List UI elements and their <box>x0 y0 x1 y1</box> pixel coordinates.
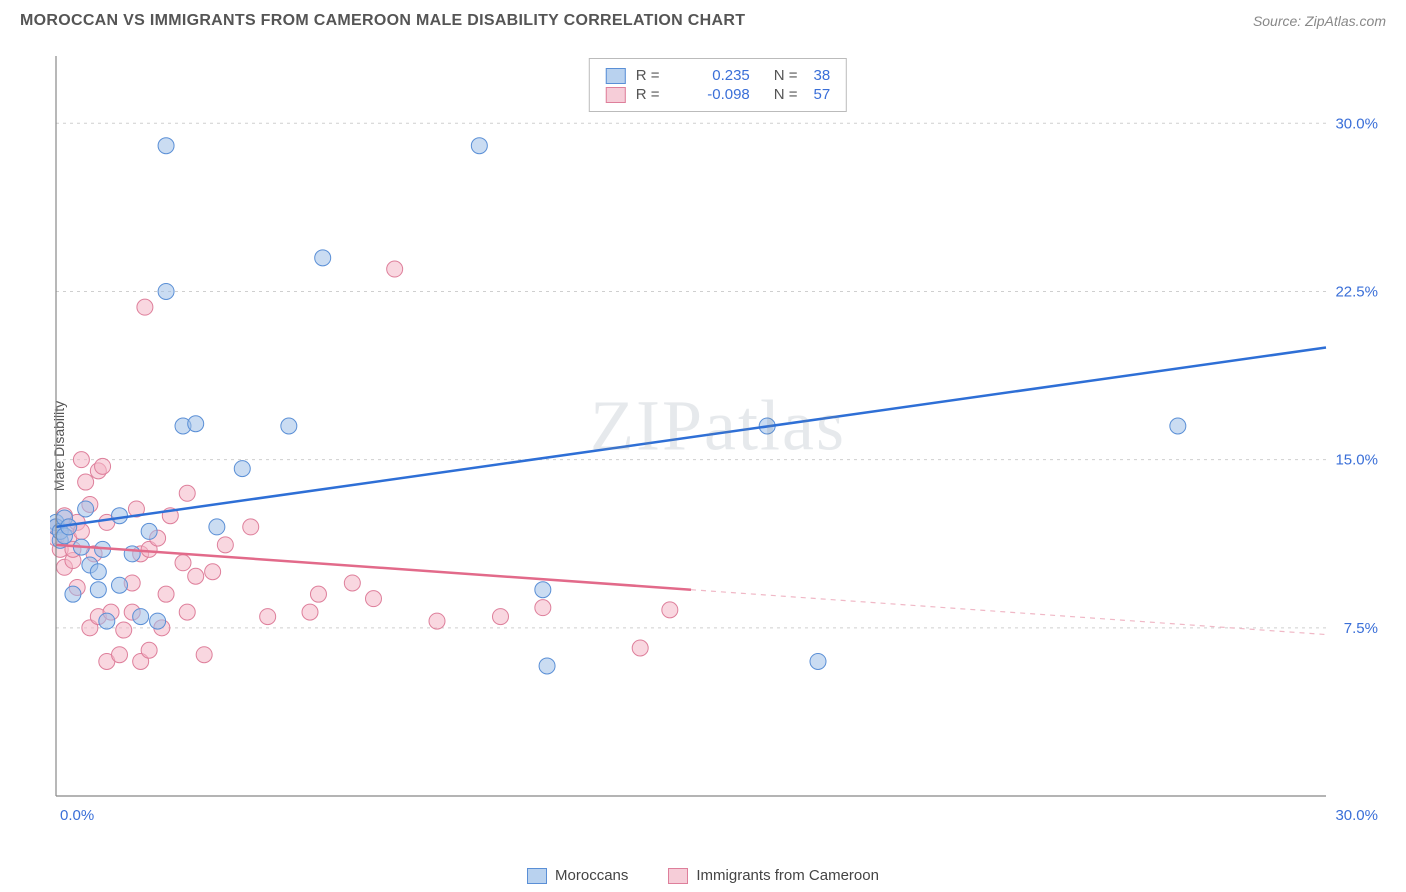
data-point-blue <box>315 250 331 266</box>
data-point-blue <box>78 501 94 517</box>
series-legend: Moroccans Immigrants from Cameroon <box>0 867 1406 884</box>
data-point-blue <box>188 416 204 432</box>
n-label: N = <box>774 67 798 84</box>
data-point-pink <box>188 568 204 584</box>
data-point-pink <box>137 299 153 315</box>
data-point-blue <box>158 283 174 299</box>
n-value-blue: 38 <box>814 67 831 84</box>
data-point-pink <box>179 485 195 501</box>
data-point-pink <box>366 591 382 607</box>
data-point-pink <box>95 458 111 474</box>
data-point-pink <box>116 622 132 638</box>
legend-label-pink: Immigrants from Cameroon <box>696 867 879 884</box>
data-point-blue <box>281 418 297 434</box>
data-point-pink <box>158 586 174 602</box>
data-point-blue <box>133 609 149 625</box>
r-value-pink: -0.098 <box>680 86 750 103</box>
data-point-blue <box>535 582 551 598</box>
data-point-pink <box>344 575 360 591</box>
r-value-blue: 0.235 <box>680 67 750 84</box>
y-tick-label: 15.0% <box>1335 452 1378 469</box>
data-point-blue <box>90 582 106 598</box>
header-row: MOROCCAN VS IMMIGRANTS FROM CAMEROON MAL… <box>0 0 1406 38</box>
stats-row-pink: R = -0.098 N = 57 <box>606 86 830 103</box>
data-point-pink <box>205 564 221 580</box>
data-point-blue <box>209 519 225 535</box>
data-point-blue <box>158 138 174 154</box>
legend-item-blue: Moroccans <box>527 867 628 884</box>
data-point-pink <box>429 613 445 629</box>
data-point-blue <box>234 461 250 477</box>
y-tick-label: 22.5% <box>1335 283 1378 300</box>
data-point-blue <box>141 523 157 539</box>
data-point-pink <box>302 604 318 620</box>
data-point-blue <box>539 658 555 674</box>
data-point-pink <box>196 647 212 663</box>
data-point-blue <box>124 546 140 562</box>
scatter-chart-svg: 7.5% 15.0% 22.5% 30.0% 0.0% 30.0% <box>50 56 1386 826</box>
n-value-pink: 57 <box>814 86 831 103</box>
correlation-stats-legend: R = 0.235 N = 38 R = -0.098 N = 57 <box>589 58 847 112</box>
r-label: R = <box>636 86 670 103</box>
data-point-pink <box>243 519 259 535</box>
y-tick-label: 7.5% <box>1344 620 1378 637</box>
swatch-pink-icon <box>668 868 688 884</box>
data-point-pink <box>217 537 233 553</box>
data-point-blue <box>150 613 166 629</box>
data-point-blue <box>471 138 487 154</box>
x-tick-label: 0.0% <box>60 807 94 824</box>
data-point-pink <box>179 604 195 620</box>
data-point-blue <box>1170 418 1186 434</box>
data-point-blue <box>112 508 128 524</box>
x-tick-label: 30.0% <box>1335 807 1378 824</box>
data-point-blue <box>810 653 826 669</box>
data-point-blue <box>90 564 106 580</box>
data-point-blue <box>99 613 115 629</box>
data-point-pink <box>112 647 128 663</box>
swatch-blue-icon <box>527 868 547 884</box>
data-point-pink <box>175 555 191 571</box>
data-point-pink <box>310 586 326 602</box>
data-point-pink <box>78 474 94 490</box>
stats-row-blue: R = 0.235 N = 38 <box>606 67 830 84</box>
data-point-pink <box>632 640 648 656</box>
data-point-blue <box>112 577 128 593</box>
data-point-pink <box>535 600 551 616</box>
chart-title: MOROCCAN VS IMMIGRANTS FROM CAMEROON MAL… <box>20 12 745 30</box>
swatch-pink-icon <box>606 87 626 103</box>
legend-item-pink: Immigrants from Cameroon <box>668 867 879 884</box>
swatch-blue-icon <box>606 68 626 84</box>
legend-label-blue: Moroccans <box>555 867 628 884</box>
data-point-pink <box>260 609 276 625</box>
data-point-blue <box>65 586 81 602</box>
source-attribution: Source: ZipAtlas.com <box>1253 13 1386 29</box>
data-point-pink <box>73 452 89 468</box>
plot-area: 7.5%15.0%22.5%30.0%0.0%30.0% ZIPatlas R … <box>50 56 1386 826</box>
data-point-pink <box>141 642 157 658</box>
data-point-pink <box>662 602 678 618</box>
r-label: R = <box>636 67 670 84</box>
trendline-pink <box>56 545 691 590</box>
data-point-pink <box>493 609 509 625</box>
n-label: N = <box>774 86 798 103</box>
data-point-pink <box>387 261 403 277</box>
trendline-blue <box>56 348 1326 527</box>
y-tick-label: 30.0% <box>1335 115 1378 132</box>
